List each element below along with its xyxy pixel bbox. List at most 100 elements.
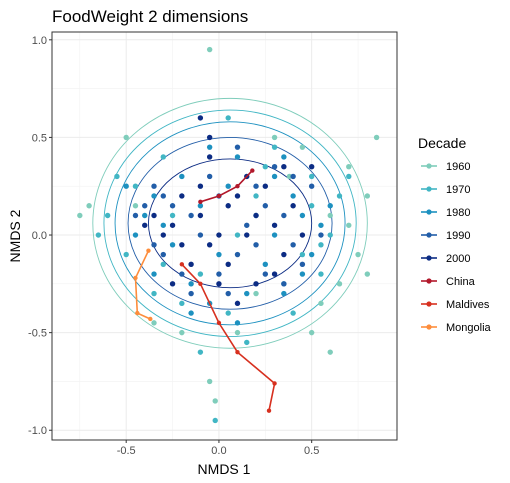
point-1980 (179, 173, 185, 180)
legend-item-1990: 1990 (421, 230, 470, 242)
point-1970 (151, 290, 157, 297)
point-1980 (327, 203, 333, 209)
path-point-china (250, 168, 255, 173)
point-2000 (206, 134, 213, 141)
point-2000 (244, 232, 250, 238)
point-2000 (179, 193, 185, 199)
legend-label: 1990 (446, 230, 470, 242)
point-1960 (327, 349, 333, 355)
point-1990 (244, 222, 250, 228)
legend-label: 1960 (446, 161, 470, 173)
legend-key-point (426, 163, 432, 169)
path-point-mongolia (133, 275, 138, 281)
legend-label: Maldives (446, 299, 490, 311)
point-1980 (271, 173, 278, 180)
point-1960 (86, 203, 92, 209)
path-point-maldives (272, 381, 277, 386)
point-1990 (271, 163, 278, 170)
point-2000 (262, 183, 269, 189)
point-1960 (206, 46, 213, 53)
point-1960 (308, 329, 315, 336)
point-1990 (216, 271, 222, 277)
point-1990 (262, 203, 269, 209)
y-tick-label: 0.0 (32, 230, 47, 242)
point-1980 (151, 271, 157, 277)
point-1960 (318, 300, 324, 307)
point-1980 (225, 183, 231, 189)
legend-title: Decade (418, 135, 466, 151)
point-1960 (364, 193, 371, 199)
decade-points (77, 46, 380, 424)
y-tick-label: -0.5 (28, 328, 47, 340)
path-point-mongolia (135, 310, 140, 316)
point-1970 (318, 271, 324, 277)
point-1970 (132, 183, 139, 189)
point-1960 (271, 134, 278, 141)
point-1990 (151, 183, 157, 189)
point-2000 (234, 193, 241, 199)
point-1990 (160, 193, 166, 199)
point-2000 (169, 281, 176, 287)
point-2000 (160, 232, 166, 238)
path-point-maldives (216, 320, 222, 326)
point-1980 (188, 281, 194, 287)
point-1980 (281, 290, 287, 297)
legend-item-china: China (421, 276, 476, 288)
legend-item-1980: 1980 (421, 207, 470, 219)
point-1980 (206, 144, 213, 150)
point-2000 (197, 212, 204, 219)
decade-ellipse (114, 121, 346, 326)
point-2000 (308, 163, 315, 170)
legend: 1960 1970 1980 1990 2000 China Maldives Mongoli… (421, 161, 492, 334)
point-1980 (142, 212, 148, 219)
decade-ellipse (92, 97, 368, 349)
point-1990 (206, 173, 213, 180)
point-2000 (142, 222, 148, 228)
point-1990 (253, 183, 259, 189)
point-2000 (197, 183, 204, 189)
path-point-maldives (266, 408, 272, 413)
legend-label: China (446, 276, 476, 288)
path-point-maldives (235, 349, 240, 355)
path-point-china (235, 184, 240, 189)
point-2000 (206, 242, 213, 248)
point-1980 (169, 242, 176, 248)
point-2000 (225, 203, 231, 209)
point-1990 (234, 251, 241, 258)
point-2000 (299, 232, 306, 238)
point-2000 (290, 203, 296, 209)
point-1990 (132, 212, 139, 219)
point-1960 (123, 134, 129, 141)
point-1970 (336, 193, 343, 199)
path-point-mongolia (148, 316, 153, 322)
point-1980 (299, 212, 306, 219)
point-1980 (262, 261, 269, 268)
path-maldives (181, 263, 276, 411)
point-1990 (253, 242, 259, 248)
point-2000 (234, 300, 241, 307)
point-1980 (151, 193, 157, 199)
point-1980 (197, 203, 204, 209)
path-point-mongolia (146, 248, 151, 253)
point-1970 (308, 203, 315, 209)
y-tick-label: 0.5 (32, 132, 47, 144)
point-1990 (262, 271, 269, 277)
point-1990 (234, 144, 241, 150)
point-1990 (318, 232, 324, 238)
point-1990 (197, 232, 204, 238)
point-1980 (290, 193, 296, 199)
point-1970 (271, 144, 278, 150)
y-axis-title: NMDS 2 (7, 209, 23, 262)
plot-border (51, 31, 398, 441)
point-2000 (216, 281, 222, 287)
point-1970 (160, 261, 166, 268)
point-2000 (225, 261, 231, 268)
point-1960 (212, 398, 218, 404)
y-tick-label: -1.0 (28, 425, 47, 437)
point-1970 (318, 242, 324, 248)
point-1970 (169, 212, 176, 219)
point-1960 (355, 251, 361, 258)
point-1960 (234, 329, 241, 336)
point-2000 (169, 222, 176, 228)
